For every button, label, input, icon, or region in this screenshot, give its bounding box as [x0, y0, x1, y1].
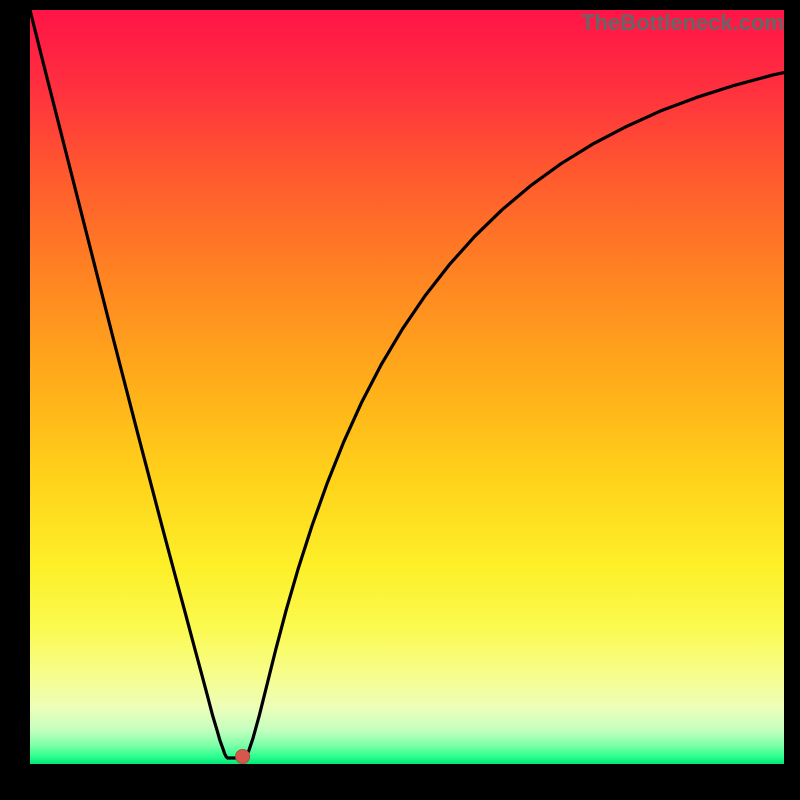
- watermark-text: TheBottleneck.com: [581, 10, 784, 36]
- bottleneck-curve: [30, 10, 784, 758]
- optimal-point-marker: [236, 749, 250, 763]
- plot-area: TheBottleneck.com: [30, 10, 784, 764]
- chart-frame: TheBottleneck.com: [0, 0, 800, 800]
- chart-svg: [30, 10, 784, 764]
